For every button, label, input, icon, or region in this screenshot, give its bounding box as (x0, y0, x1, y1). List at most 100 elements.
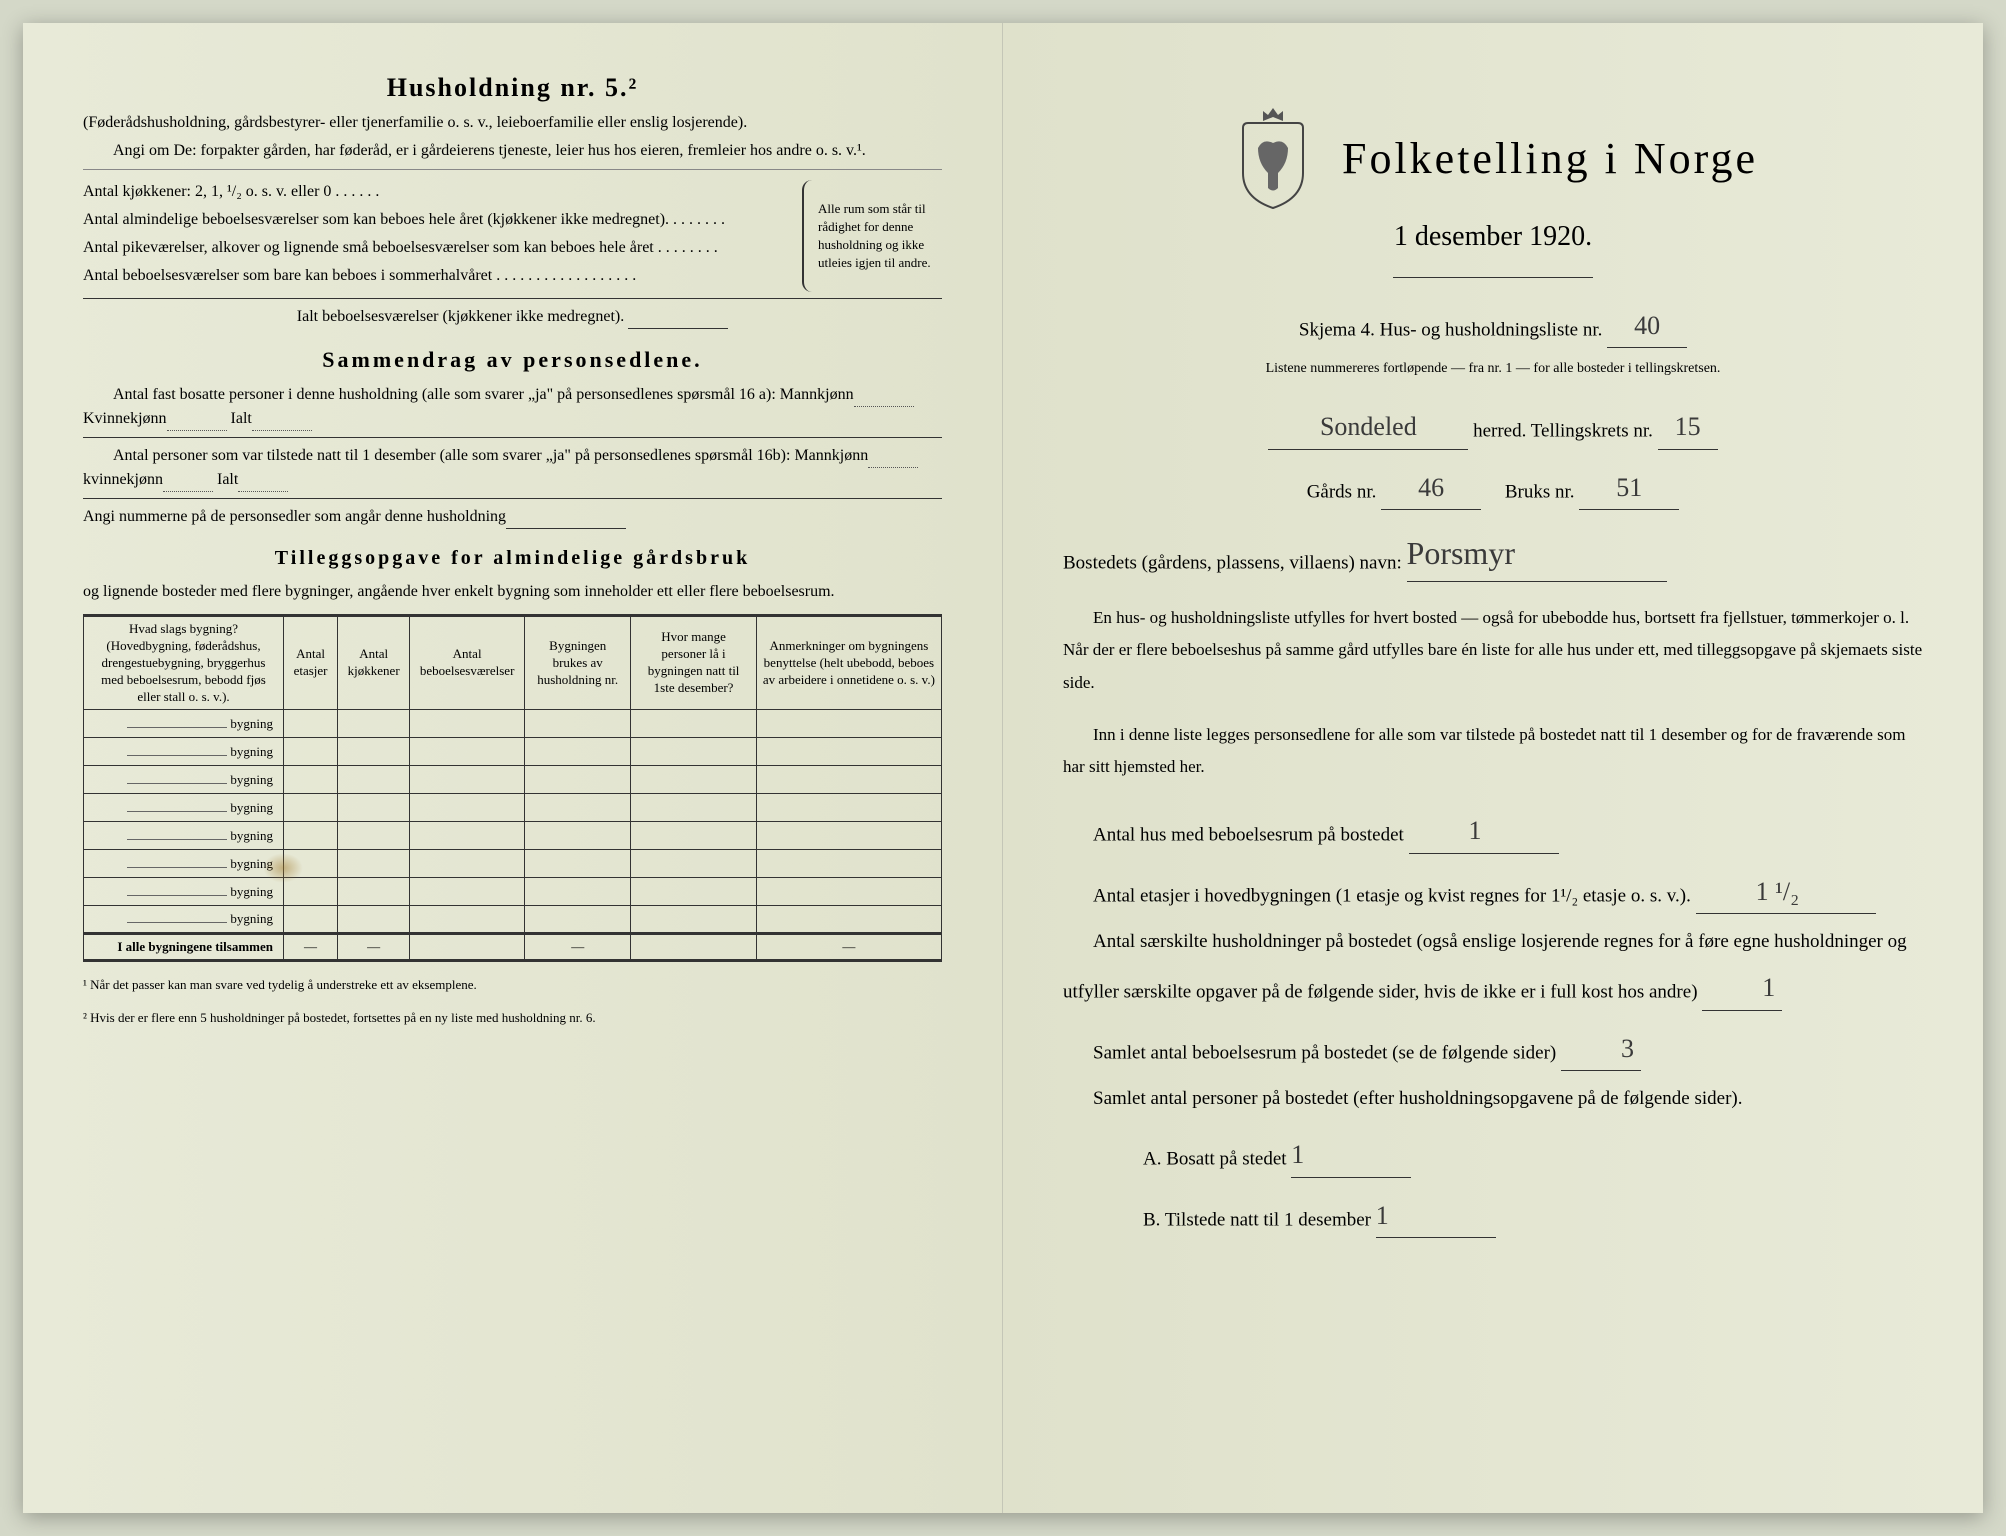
row-label: bygning (84, 794, 284, 822)
herred-line: Sondeled herred. Tellingskrets nr. 15 (1063, 399, 1923, 449)
q1-value: 1 (1439, 806, 1482, 855)
table-cell (631, 794, 756, 822)
title-block: Folketelling i Norge (1063, 103, 1923, 213)
skjema-label: Skjema 4. Hus- og husholdningsliste nr. (1299, 319, 1602, 340)
intro-angi: Angi om De: forpakter gården, har føderå… (83, 139, 942, 163)
table-cell (410, 710, 525, 738)
footnote-1: ¹ Når det passer kan man svare ved tydel… (83, 976, 942, 994)
qA-value: 1 (1291, 1130, 1304, 1179)
row-label: bygning (84, 738, 284, 766)
bracket-note: Alle rum som står til rådighet for denne… (802, 180, 942, 292)
table-header: Bygningen brukes av husholdning nr. (525, 616, 631, 710)
table-cell (756, 738, 941, 766)
q3: Antal særskilte husholdninger på bostede… (1063, 924, 1923, 1010)
table-header: Hvor mange personer lå i bygningen natt … (631, 616, 756, 710)
bruks-label: Bruks nr. (1505, 481, 1575, 502)
table-cell (756, 766, 941, 794)
table-cell (525, 738, 631, 766)
main-title: Folketelling i Norge (1342, 133, 1758, 184)
table-cell (756, 794, 941, 822)
summary-row-2: Antal personer som var tilstede natt til… (83, 444, 942, 492)
q3-value: 1 (1732, 963, 1775, 1012)
kitchen-line: Antal kjøkkener: 2, 1, ¹/₂ o. s. v. elle… (83, 180, 792, 204)
table-row: bygning (84, 850, 942, 878)
skjema-line: Skjema 4. Hus- og husholdningsliste nr. … (1063, 298, 1923, 348)
table-cell (338, 710, 410, 738)
table-cell (410, 738, 525, 766)
table-cell (525, 794, 631, 822)
table-row: bygning (84, 822, 942, 850)
q2-label: Antal etasjer i hovedbygningen (1 etasje… (1093, 885, 1691, 906)
table-header: Anmerkninger om bygningens benyttelse (h… (756, 616, 941, 710)
title-date: 1 desember 1920. (1063, 221, 1923, 253)
intro-paren: (Føderådshusholdning, gårdsbestyrer- ell… (83, 111, 942, 135)
tillegg-sub: og lignende bosteder med flere bygninger… (83, 580, 942, 604)
table-cell (756, 850, 941, 878)
rooms-total: Ialt beboelsesværelser (kjøkkener ikke m… (83, 305, 942, 329)
table-cell (338, 766, 410, 794)
para-1: En hus- og husholdningsliste utfylles fo… (1063, 602, 1923, 699)
table-cell (631, 738, 756, 766)
table-cell (284, 738, 338, 766)
bruks-nr: 51 (1616, 463, 1642, 512)
table-cell (410, 794, 525, 822)
q2: Antal etasjer i hovedbygningen (1 etasje… (1063, 864, 1923, 914)
q2-value: 1 ¹/₂ (1726, 867, 1800, 916)
qA: A. Bosatt på stedet 1 (1063, 1127, 1923, 1177)
table-cell (284, 766, 338, 794)
summary-title: Sammendrag av personsedlene. (83, 347, 942, 373)
table-row: bygning (84, 878, 942, 906)
summary-row-1: Antal fast bosatte personer i denne hush… (83, 383, 942, 431)
left-heading: Husholdning nr. 5.² (83, 73, 942, 103)
herred-value: Sondeled (1320, 402, 1417, 451)
right-page: Folketelling i Norge 1 desember 1920. Sk… (1003, 23, 1983, 1513)
table-cell (631, 710, 756, 738)
footnote-2: ² Hvis der er flere enn 5 husholdninger … (83, 1009, 942, 1027)
row-label: bygning (84, 878, 284, 906)
table-cell (284, 906, 338, 934)
table-cell (525, 766, 631, 794)
table-cell (338, 906, 410, 934)
summary2a: Antal personer som var tilstede natt til… (113, 447, 868, 464)
table-cell (756, 878, 941, 906)
table-cell (525, 850, 631, 878)
gards-label: Gårds nr. (1307, 481, 1377, 502)
table-cell (338, 850, 410, 878)
table-cell (631, 850, 756, 878)
table-cell (410, 850, 525, 878)
table-cell (284, 822, 338, 850)
table-cell (631, 878, 756, 906)
gards-nr: 46 (1418, 463, 1444, 512)
table-row: bygning (84, 738, 942, 766)
bosted-value: Porsmyr (1407, 523, 1515, 584)
table-cell (410, 906, 525, 934)
q4: Samlet antal beboelsesrum på bostedet (s… (1063, 1021, 1923, 1071)
table-total-label: I alle bygningene tilsammen (84, 934, 284, 961)
rooms-line-2: Antal pikeværelser, alkover og lignende … (83, 236, 792, 260)
table-cell (338, 794, 410, 822)
table-cell (284, 878, 338, 906)
table-cell (410, 822, 525, 850)
summary3: Angi nummerne på de personsedler som ang… (83, 508, 506, 525)
table-cell (338, 738, 410, 766)
table-header: Hvad slags bygning? (Hovedbygning, føder… (84, 616, 284, 710)
tillegg-title: Tilleggsopgave for almindelige gårdsbruk (83, 547, 942, 570)
qB-label: B. Tilstede natt til 1 desember (1143, 1209, 1371, 1230)
table-cell (631, 906, 756, 934)
row-label: bygning (84, 766, 284, 794)
table-cell (338, 822, 410, 850)
bosted-line: Bostedets (gårdens, plassens, villaens) … (1063, 520, 1923, 582)
summary1b: Kvinnekjønn (83, 410, 167, 427)
qB: B. Tilstede natt til 1 desember 1 (1063, 1188, 1923, 1238)
rooms-total-text: Ialt beboelsesværelser (kjøkkener ikke m… (297, 308, 624, 325)
buildings-table: Hvad slags bygning? (Hovedbygning, føder… (83, 614, 942, 962)
table-cell (284, 794, 338, 822)
q4-value: 3 (1591, 1024, 1634, 1073)
qB-value: 1 (1376, 1191, 1389, 1240)
document-spread: Husholdning nr. 5.² (Føderådshusholdning… (23, 23, 1983, 1513)
coat-of-arms-icon (1228, 103, 1318, 213)
krets-nr: 15 (1675, 402, 1701, 451)
skjema-nr: 40 (1634, 301, 1660, 350)
herred-label: herred. Tellingskrets nr. (1473, 421, 1653, 442)
table-row: bygning (84, 794, 942, 822)
